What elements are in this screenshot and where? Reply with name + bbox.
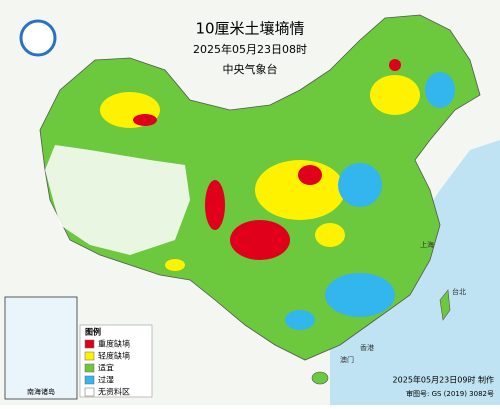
place-label: 澳门: [340, 355, 354, 364]
patch: [325, 273, 395, 317]
legend-label: 重度缺墒: [98, 339, 130, 349]
legend-swatch: [84, 351, 95, 361]
legend-swatch: [84, 339, 95, 349]
patch: [205, 180, 225, 230]
inset-label: 南海诸岛: [27, 387, 55, 396]
legend-label: 轻度缺墒: [98, 351, 130, 361]
place-label: 台北: [452, 287, 466, 296]
patch: [370, 75, 420, 115]
approval: 审图号: GS (2019) 3082号: [406, 389, 494, 398]
no-data-area: [45, 145, 190, 255]
title: 10厘米土壤墒情: [195, 20, 304, 38]
taiwan: [439, 289, 451, 321]
patch: [285, 310, 315, 330]
moisture-patches: [100, 59, 455, 330]
hainan: [311, 371, 329, 385]
patch: [338, 163, 382, 207]
patch: [165, 259, 185, 271]
legend-title: 图例: [85, 327, 101, 337]
legend-label: 过湿: [98, 375, 114, 385]
patch: [425, 72, 455, 108]
legend-box: [79, 324, 153, 398]
legend-swatch: [84, 363, 95, 373]
legend-swatch: [84, 387, 95, 397]
logo: [19, 19, 57, 57]
made-time: 2025年05月23日09时 制作: [393, 375, 494, 385]
inset: [4, 296, 78, 400]
patch: [298, 165, 322, 185]
time: 2025年05月23日08时: [193, 42, 307, 56]
patch: [230, 220, 290, 260]
legend-swatch: [84, 375, 95, 385]
patch: [133, 114, 157, 126]
agency: 中央气象台: [223, 62, 278, 76]
patch: [389, 59, 401, 71]
legend-label: 适宜: [98, 363, 114, 373]
patch: [255, 160, 345, 220]
place-label: 上海: [420, 240, 434, 249]
legend-label: 无资料区: [98, 387, 130, 397]
patch: [315, 223, 345, 247]
place-label: 香港: [360, 343, 374, 352]
